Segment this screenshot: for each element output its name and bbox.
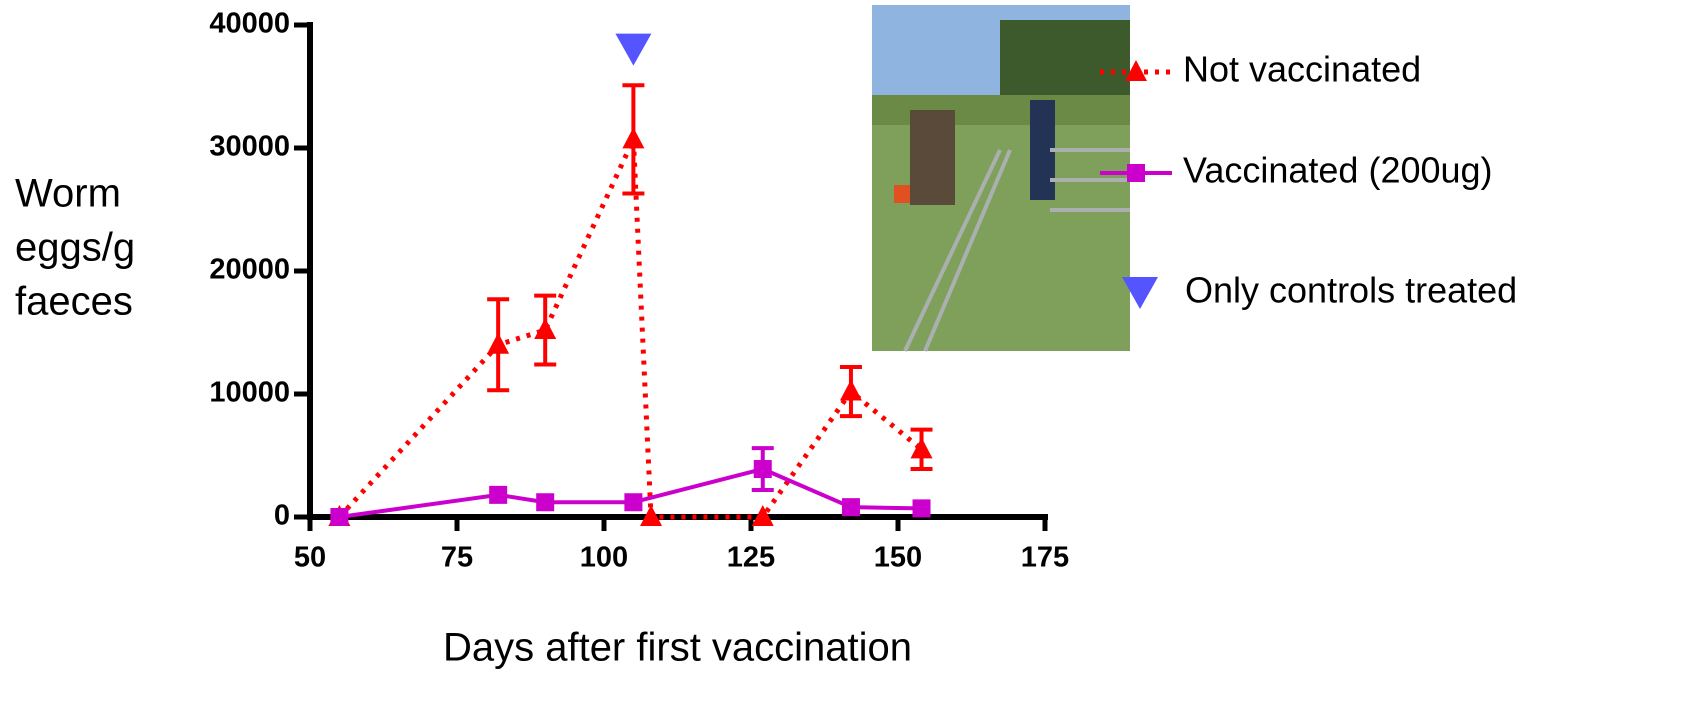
x-tick-label: 75 xyxy=(441,542,473,574)
data-point xyxy=(330,508,349,526)
legend-label: Vaccinated (200ug) xyxy=(1183,150,1493,191)
y-tick-label: 10000 xyxy=(209,377,290,409)
x-tick-label: 125 xyxy=(727,542,775,574)
y-axis-label: eggs/g xyxy=(15,226,135,270)
data-point xyxy=(487,332,510,354)
data-point xyxy=(910,437,933,459)
x-tick-label: 175 xyxy=(1021,542,1069,574)
series-line xyxy=(337,138,924,520)
y-tick-label: 0 xyxy=(274,500,290,532)
inset-photo xyxy=(872,5,1130,352)
data-point xyxy=(622,127,645,149)
y-tick-label: 40000 xyxy=(209,8,290,40)
data-point xyxy=(534,318,557,340)
treatment-marker xyxy=(615,33,652,66)
x-tick-label: 50 xyxy=(294,542,326,574)
data-point xyxy=(753,460,772,479)
data-point xyxy=(912,499,931,518)
x-tick-label: 100 xyxy=(580,542,628,574)
x-axis-label: Days after first vaccination xyxy=(443,626,912,670)
y-axis-label: faeces xyxy=(15,280,133,324)
data-point xyxy=(624,493,643,512)
data-point xyxy=(839,379,862,401)
y-axis-label: Worm xyxy=(15,172,121,216)
data-point xyxy=(640,505,663,526)
data-point xyxy=(841,498,860,517)
data-point xyxy=(536,493,555,512)
data-point xyxy=(489,485,508,504)
legend-label: Only controls treated xyxy=(1185,270,1517,311)
data-point xyxy=(751,505,774,526)
legend-marker xyxy=(1127,164,1145,182)
x-tick-label: 150 xyxy=(874,542,922,574)
legend-marker xyxy=(1122,277,1158,309)
y-tick-label: 20000 xyxy=(209,254,290,286)
legend-marker xyxy=(1125,60,1147,81)
legend-label: Not vaccinated xyxy=(1183,49,1421,90)
y-tick-label: 30000 xyxy=(209,131,290,163)
